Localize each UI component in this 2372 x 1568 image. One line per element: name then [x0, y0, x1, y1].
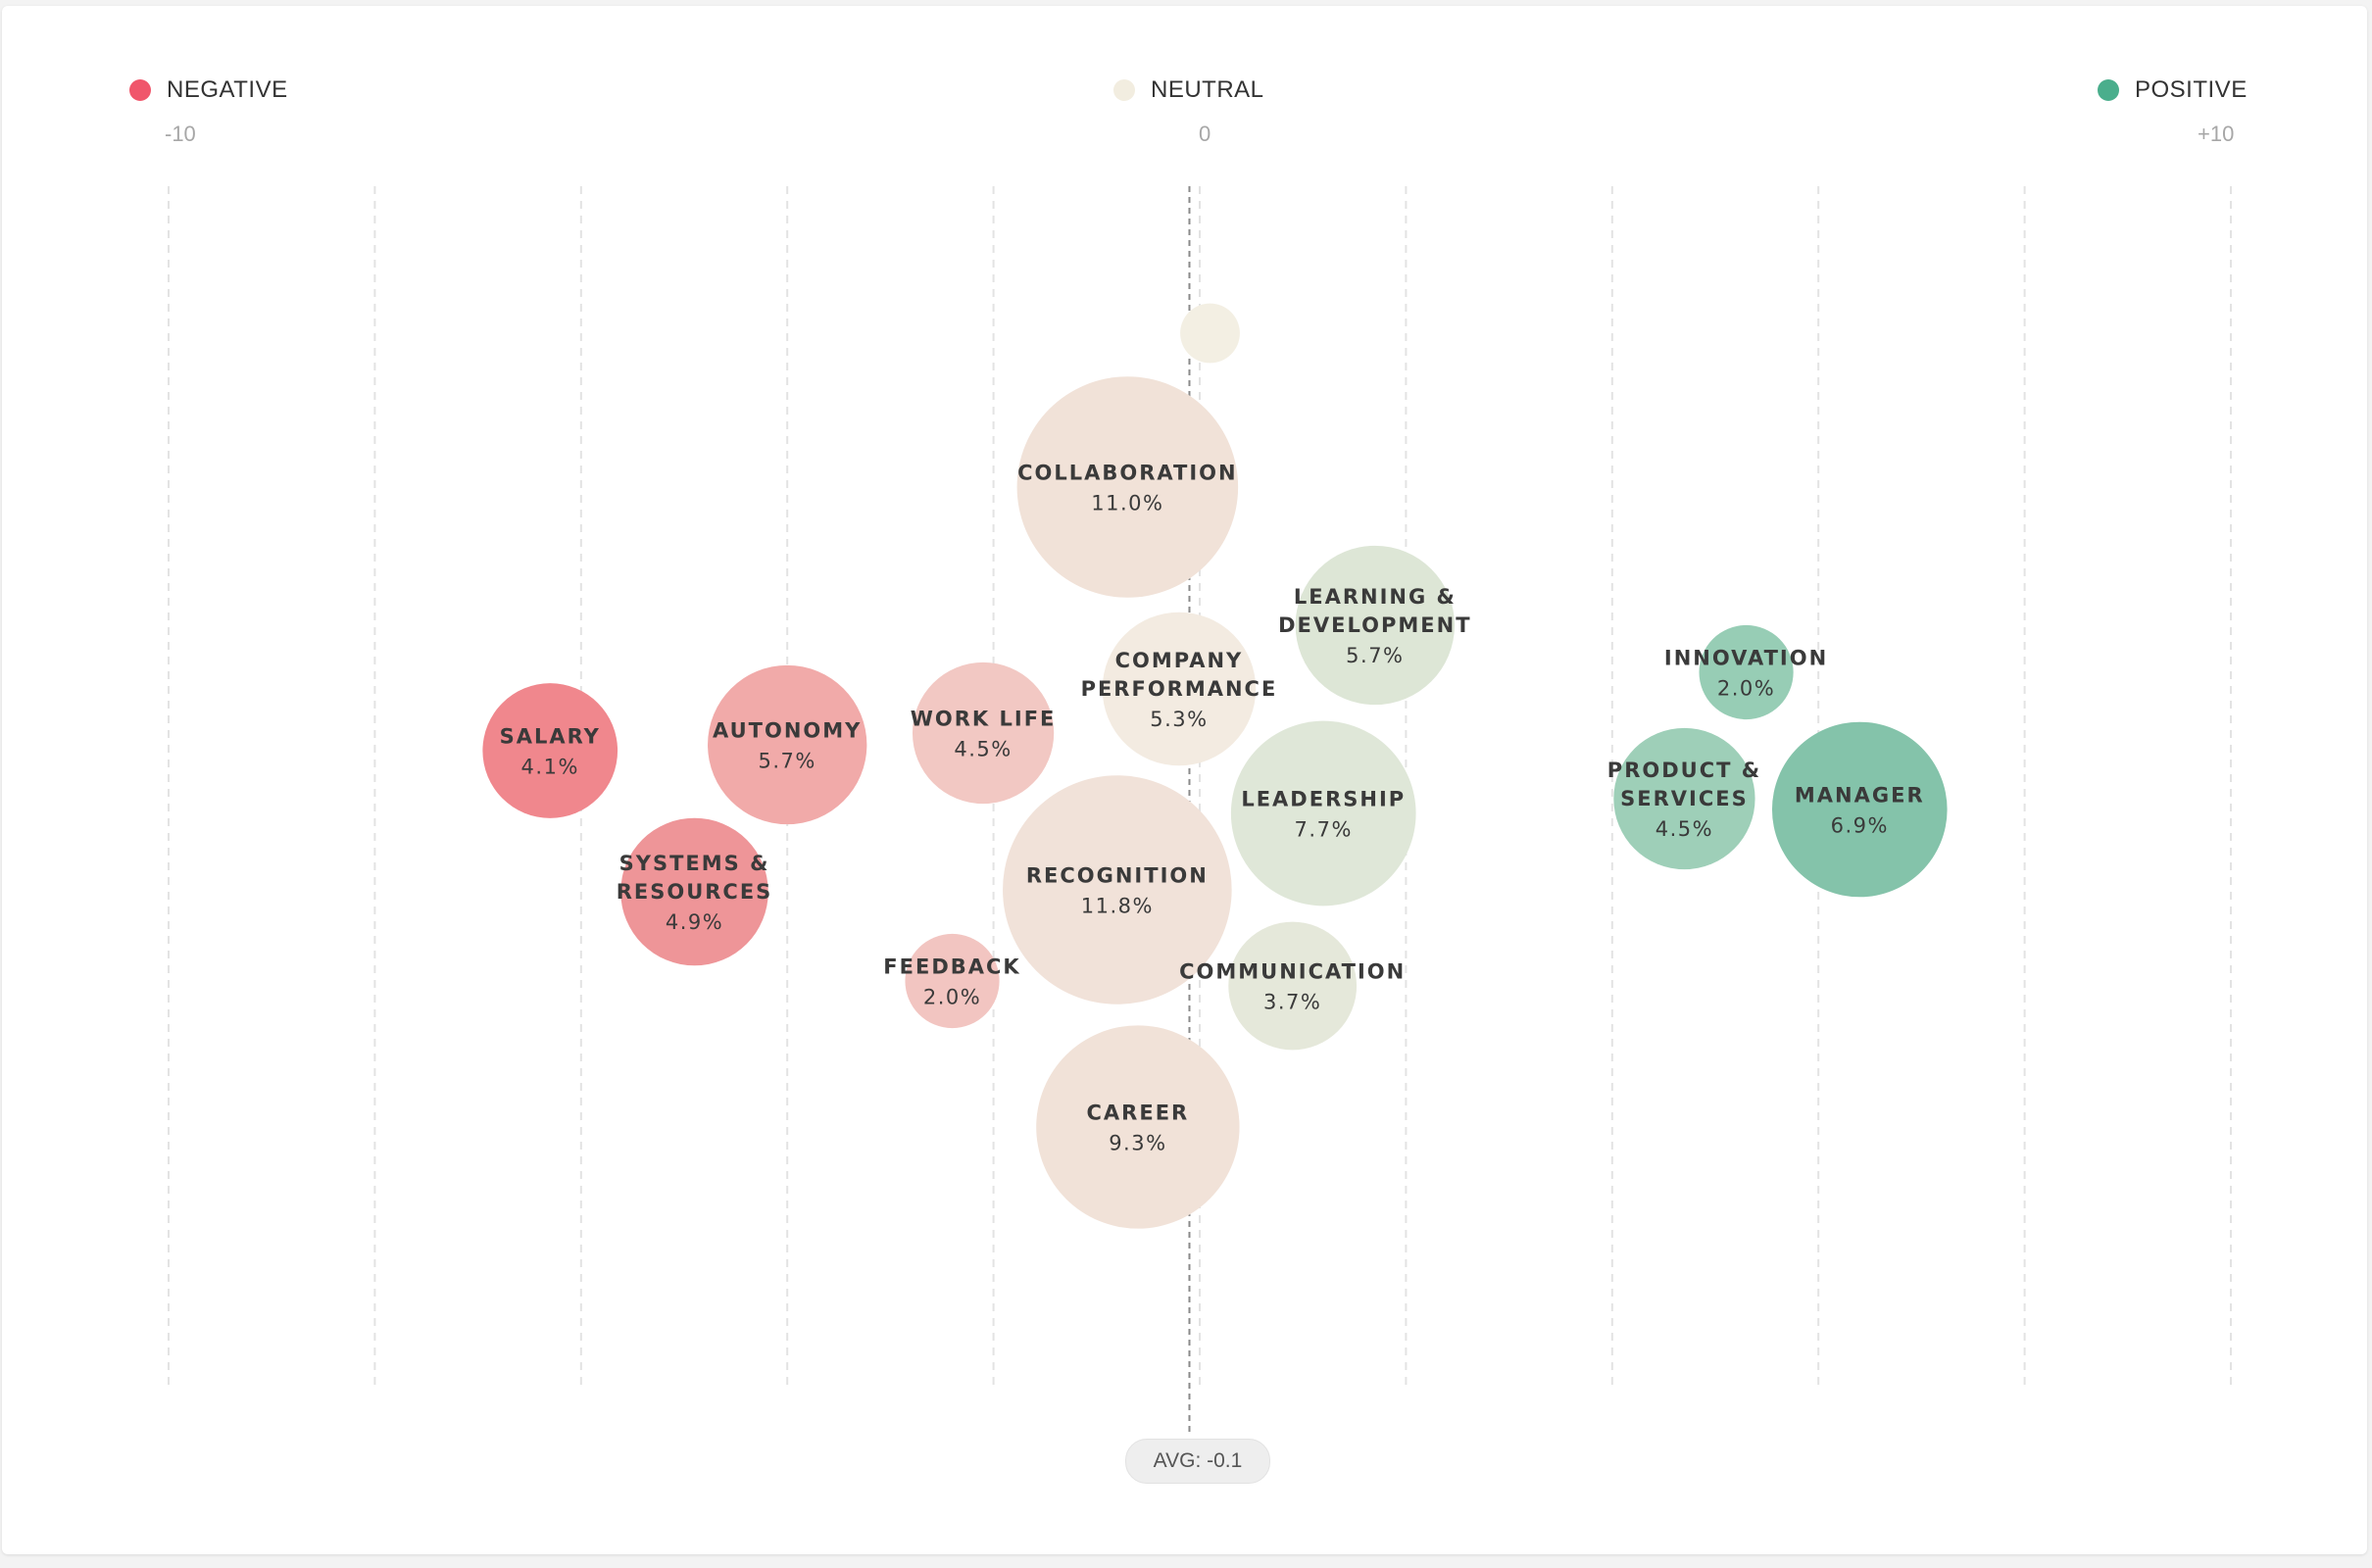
bubble-label: RESOURCES: [617, 880, 773, 904]
bubble[interactable]: SALARY 4.1%: [482, 683, 618, 818]
bubble-circle[interactable]: [1016, 376, 1239, 598]
bubble[interactable]: COMMUNICATION 3.7%: [1179, 921, 1406, 1051]
bubble-label: FEEDBACK: [883, 956, 1020, 979]
bubble[interactable]: MANAGER 6.9%: [1771, 721, 1948, 898]
bubble-label: MANAGER: [1795, 784, 1925, 808]
bubble-label: PERFORMANCE: [1081, 677, 1278, 701]
bubble-value: 5.7%: [759, 750, 816, 773]
legend-neutral-label: NEUTRAL: [1151, 76, 1264, 103]
bubble-circle[interactable]: [905, 933, 1000, 1029]
bubble-circle[interactable]: [708, 664, 867, 825]
chart-card: [2, 6, 2367, 1554]
legend-negative-label: NEGATIVE: [167, 76, 288, 103]
neutral-dot-icon: [1113, 79, 1135, 101]
bubble-label: COMMUNICATION: [1179, 960, 1406, 984]
bubble-value: 3.7%: [1263, 991, 1321, 1014]
bubble[interactable]: LEADERSHIP 7.7%: [1230, 720, 1416, 906]
bubble-value: 5.3%: [1150, 708, 1208, 731]
bubble-label: COLLABORATION: [1017, 462, 1238, 485]
legend-positive-label: POSITIVE: [2135, 76, 2248, 103]
bubble-value: 6.9%: [1831, 814, 1889, 838]
bubble-value: 7.7%: [1295, 818, 1353, 842]
bubble-circle[interactable]: [912, 662, 1055, 805]
bubble-circle[interactable]: [482, 683, 618, 818]
bubble[interactable]: PRODUCT & SERVICES 4.5%: [1607, 727, 1761, 870]
bubble-circle[interactable]: [1180, 303, 1240, 364]
bubble-circle[interactable]: [1613, 727, 1755, 870]
scale-mid-label: 0: [1199, 122, 1211, 146]
negative-dot-icon: [129, 79, 151, 101]
bubble-value: 9.3%: [1109, 1132, 1166, 1155]
bubble-circle[interactable]: [1102, 612, 1257, 766]
bubble-label: PRODUCT &: [1607, 759, 1761, 782]
bubble-label: COMPANY: [1115, 649, 1244, 672]
legend-positive[interactable]: POSITIVE: [2098, 76, 2248, 104]
average-badge: AVG: -0.1: [1125, 1439, 1270, 1484]
bubble[interactable]: INNOVATION 2.0%: [1664, 624, 1828, 720]
bubble-label: INNOVATION: [1664, 647, 1828, 670]
bubble[interactable]: [1180, 303, 1240, 364]
bubble-circle[interactable]: [1036, 1025, 1240, 1229]
bubble-value: 11.8%: [1081, 895, 1154, 918]
bubble-circle[interactable]: [620, 817, 768, 966]
bubble[interactable]: SYSTEMS & RESOURCES 4.9%: [617, 817, 773, 966]
scale-min-label: -10: [165, 122, 196, 146]
bubble-label: SYSTEMS &: [619, 852, 770, 875]
bubble-label: LEARNING &: [1294, 585, 1457, 609]
bubble-value: 4.5%: [1655, 817, 1713, 841]
bubble-circle[interactable]: [1771, 721, 1948, 898]
bubble-label: SERVICES: [1620, 787, 1749, 810]
bubble-label: LEADERSHIP: [1241, 788, 1406, 811]
bubble-value: 11.0%: [1091, 492, 1163, 515]
positive-dot-icon: [2098, 79, 2119, 101]
bubble-circle[interactable]: [1699, 624, 1794, 720]
bubble[interactable]: COMPANY PERFORMANCE 5.3%: [1081, 612, 1278, 766]
bubble-value: 5.7%: [1346, 644, 1404, 667]
bubble-label: SALARY: [500, 725, 601, 749]
bubble[interactable]: WORK LIFE 4.5%: [911, 662, 1057, 805]
bubble-label: CAREER: [1087, 1102, 1190, 1125]
bubble[interactable]: LEARNING & DEVELOPMENT 5.7%: [1278, 545, 1471, 706]
bubble-circle[interactable]: [1003, 775, 1232, 1004]
bubble[interactable]: COLLABORATION 11.0%: [1016, 376, 1239, 598]
bubble-circle[interactable]: [1295, 545, 1456, 706]
bubbles: COLLABORATION 11.0% LEARNING & DEVELOPMENT 5…: [482, 303, 1948, 1229]
bubble-value: 4.9%: [666, 910, 723, 934]
legend-negative[interactable]: NEGATIVE: [129, 76, 288, 104]
legend-neutral[interactable]: NEUTRAL: [1113, 76, 1264, 104]
bubble-label: DEVELOPMENT: [1278, 613, 1471, 637]
bubble-value: 2.0%: [1717, 677, 1775, 701]
bubble[interactable]: CAREER 9.3%: [1036, 1025, 1240, 1229]
bubble-circle[interactable]: [1228, 921, 1358, 1051]
bubble-label: WORK LIFE: [911, 708, 1057, 731]
scale-max-label: +10: [2198, 122, 2235, 146]
bubble-value: 4.5%: [954, 738, 1012, 761]
bubble[interactable]: AUTONOMY 5.7%: [708, 664, 867, 825]
bubble-value: 4.1%: [521, 756, 579, 779]
bubble-circle[interactable]: [1230, 720, 1416, 906]
bubble[interactable]: FEEDBACK 2.0%: [883, 933, 1020, 1029]
bubble[interactable]: RECOGNITION 11.8%: [1003, 775, 1232, 1004]
bubble-label: AUTONOMY: [713, 719, 862, 743]
bubble-value: 2.0%: [923, 986, 981, 1009]
bubble-label: RECOGNITION: [1026, 864, 1209, 888]
